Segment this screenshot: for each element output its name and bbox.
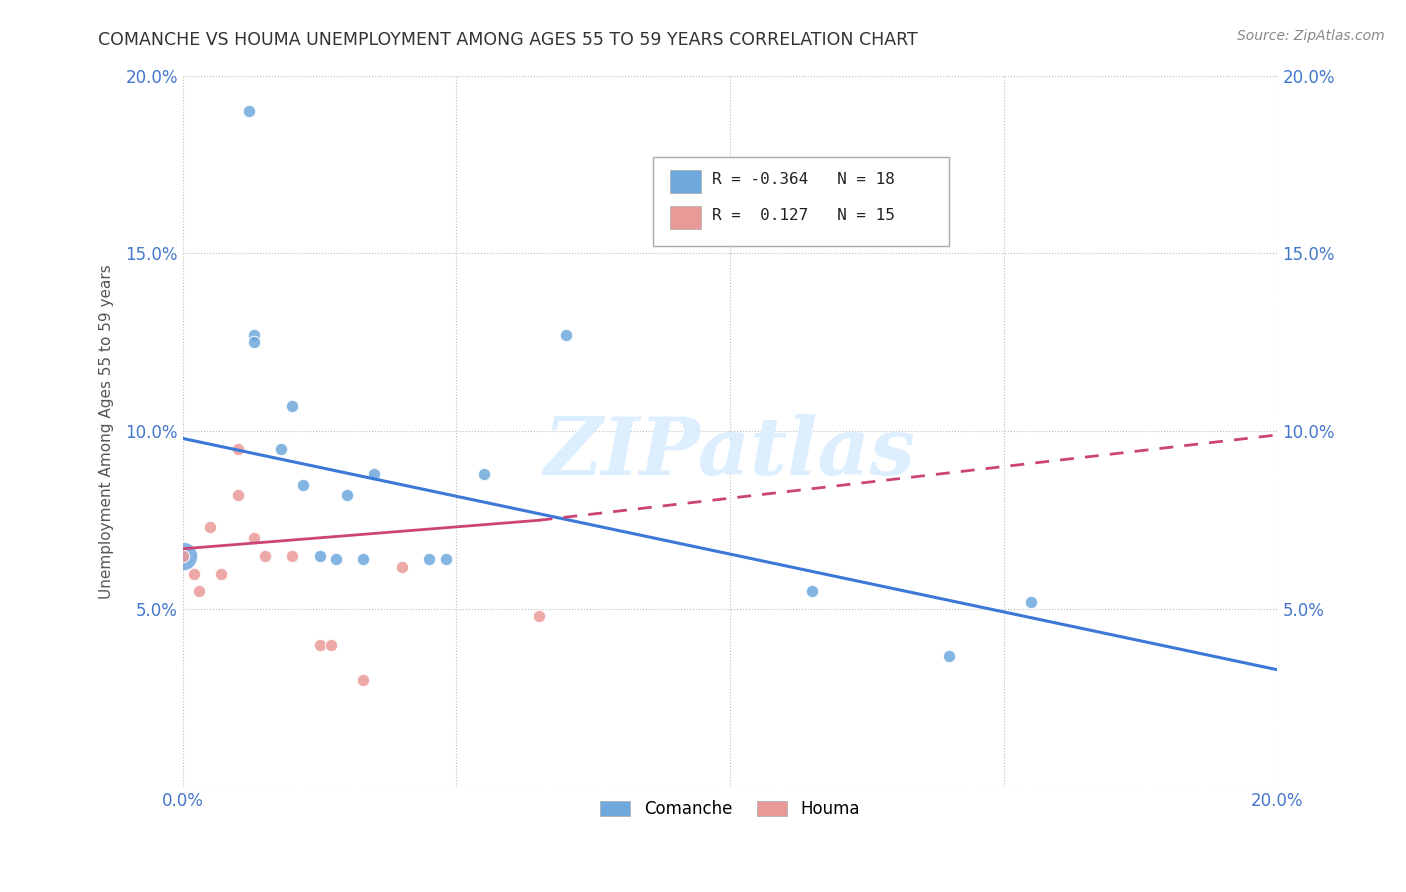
Text: R =  0.127   N = 15: R = 0.127 N = 15	[711, 208, 894, 222]
Point	[336, 488, 359, 502]
Point	[253, 549, 276, 563]
Point	[391, 559, 413, 574]
Point	[319, 638, 342, 652]
Point	[270, 442, 292, 457]
Text: ZIPatlas: ZIPatlas	[544, 414, 917, 491]
Point	[226, 488, 249, 502]
Point	[472, 467, 495, 481]
Bar	[669, 170, 700, 193]
Point	[363, 467, 385, 481]
Point	[292, 477, 315, 491]
Point	[555, 328, 578, 343]
Point	[308, 549, 330, 563]
Point	[243, 335, 266, 350]
Text: COMANCHE VS HOUMA UNEMPLOYMENT AMONG AGES 55 TO 59 YEARS CORRELATION CHART: COMANCHE VS HOUMA UNEMPLOYMENT AMONG AGE…	[98, 31, 918, 49]
Point	[434, 552, 457, 566]
Point	[209, 566, 232, 581]
Point	[183, 566, 205, 581]
Point	[325, 552, 347, 566]
Text: R = -0.364   N = 18: R = -0.364 N = 18	[711, 172, 894, 187]
Point	[188, 584, 211, 599]
Point	[352, 673, 374, 688]
Point	[308, 638, 330, 652]
Point	[172, 549, 194, 563]
Point	[172, 549, 194, 563]
Point	[801, 584, 824, 599]
Point	[226, 442, 249, 457]
Point	[238, 104, 260, 119]
Bar	[669, 206, 700, 228]
Y-axis label: Unemployment Among Ages 55 to 59 years: Unemployment Among Ages 55 to 59 years	[100, 264, 114, 599]
Point	[418, 552, 440, 566]
Point	[281, 400, 304, 414]
Point	[243, 531, 266, 545]
Text: Source: ZipAtlas.com: Source: ZipAtlas.com	[1237, 29, 1385, 43]
Point	[1019, 595, 1042, 609]
Point	[938, 648, 960, 663]
Point	[352, 552, 374, 566]
Point	[198, 520, 221, 534]
Point	[527, 609, 550, 624]
FancyBboxPatch shape	[654, 157, 949, 246]
Legend: Comanche, Houma: Comanche, Houma	[593, 794, 866, 825]
Point	[243, 328, 266, 343]
Point	[281, 549, 304, 563]
